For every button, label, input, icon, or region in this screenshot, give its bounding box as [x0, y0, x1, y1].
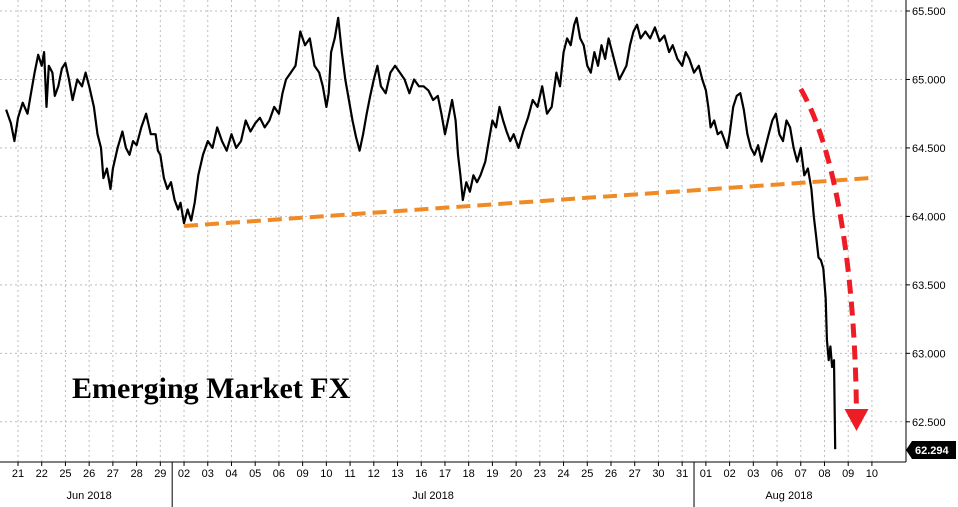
x-tick-label: 22: [36, 468, 48, 480]
x-tick-label: 11: [344, 468, 355, 480]
x-tick-label: 16: [415, 468, 427, 480]
x-tick-label: 29: [154, 468, 166, 480]
y-tick-label: 64.000: [912, 211, 946, 223]
x-tick-label: 05: [249, 468, 261, 480]
x-tick-label: 03: [202, 468, 214, 480]
x-tick-label: 18: [463, 468, 475, 480]
x-tick-label: 19: [486, 468, 498, 480]
y-axis: 65.500 65.000 64.500 64.000 63.500 63.000 62.5…: [906, 6, 946, 429]
decline-arrowhead: [844, 408, 869, 431]
month-label: Jun 2018: [67, 490, 112, 502]
x-axis: 21 22 25 26 27 28 29 02 03 04 05 06 09 10 11 12 13 16 17 18…: [12, 462, 878, 507]
annotation-layer: 62.294: [183, 87, 956, 459]
x-tick-label: 26: [83, 468, 95, 480]
y-tick-label: 63.500: [912, 280, 946, 292]
gridlines: [0, 0, 906, 462]
x-tick-label: 24: [557, 468, 569, 480]
decline-arrow: [798, 87, 860, 415]
x-tick-label: 12: [368, 468, 380, 480]
x-tick-label: 10: [320, 468, 332, 480]
x-tick-label: 25: [581, 468, 593, 480]
chart-title: Emerging Market FX: [72, 372, 351, 405]
x-tick-label: 23: [534, 468, 546, 480]
x-tick-label: 20: [510, 468, 522, 480]
series-layer: [5, 16, 837, 450]
x-tick-label: 09: [297, 468, 309, 480]
x-tick-label: 27: [107, 468, 119, 480]
x-tick-label: 02: [178, 468, 190, 480]
x-tick-label: 04: [225, 468, 237, 480]
support-trendline: [183, 176, 870, 228]
x-tick-label: 30: [652, 468, 664, 480]
x-tick-label: 28: [130, 468, 142, 480]
plot-frame: [0, 0, 907, 463]
x-tick-label: 03: [747, 468, 759, 480]
y-tick-label: 65.000: [912, 74, 946, 86]
x-tick-label: 21: [12, 468, 24, 480]
x-tick-label: 06: [771, 468, 783, 480]
y-tick-label: 62.500: [912, 417, 946, 429]
x-tick-label: 31: [676, 468, 688, 480]
y-tick-label: 65.500: [912, 6, 946, 18]
y-tick-label: 64.500: [912, 143, 946, 155]
y-tick-label: 63.000: [912, 348, 946, 360]
x-tick-label: 27: [629, 468, 641, 480]
x-tick-label: 26: [605, 468, 617, 480]
x-tick-label: 10: [866, 468, 878, 480]
month-label: Aug 2018: [765, 490, 812, 502]
last-value-tag: [906, 441, 956, 459]
x-tick-label: 01: [700, 468, 712, 480]
last-value-label: 62.294: [915, 445, 950, 457]
x-tick-label: 08: [818, 468, 830, 480]
x-tick-label: 17: [439, 468, 451, 480]
series-line: [5, 16, 837, 450]
x-tick-label: 02: [723, 468, 735, 480]
x-tick-label: 13: [391, 468, 403, 480]
x-tick-label: 09: [842, 468, 854, 480]
x-tick-label: 25: [59, 468, 71, 480]
month-label: Jul 2018: [412, 490, 454, 502]
x-tick-label: 06: [273, 468, 285, 480]
x-tick-label: 07: [795, 468, 807, 480]
